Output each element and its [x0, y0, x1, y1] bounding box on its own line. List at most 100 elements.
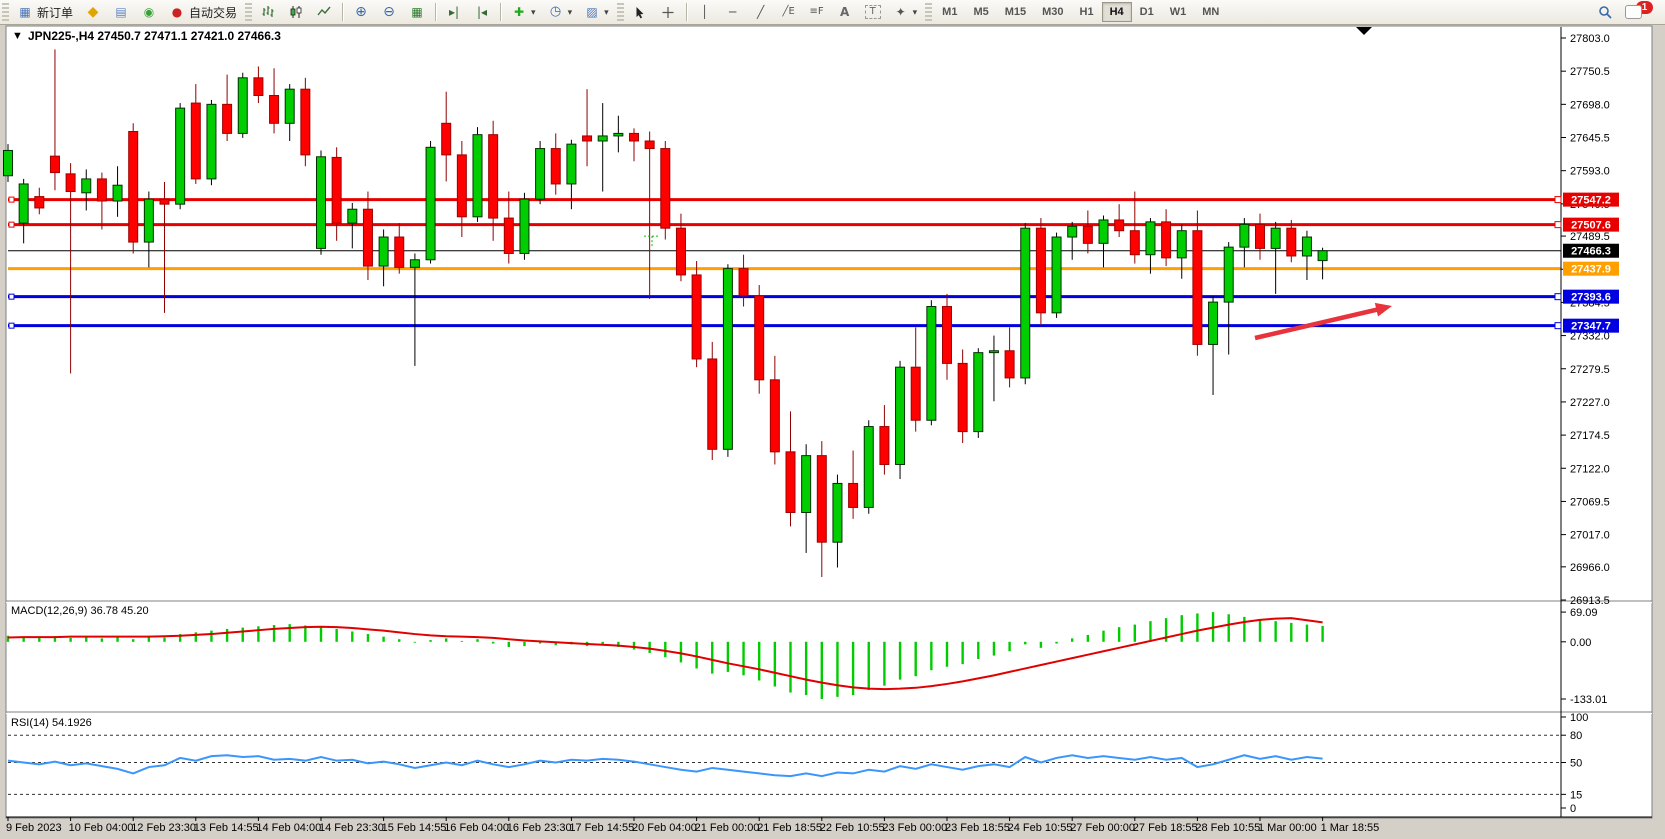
timeframe-tab-H4[interactable]: H4 — [1101, 2, 1132, 22]
macd-axis-label: 69.09 — [1570, 607, 1598, 619]
price-tag-handle[interactable] — [1554, 196, 1562, 204]
auto-scroll-button[interactable]: ▸| — [440, 1, 468, 23]
candle-body — [973, 352, 984, 433]
rsi-axis-label: 100 — [1570, 712, 1588, 724]
notifications-button[interactable]: 1 — [1619, 0, 1659, 22]
timeframe-tab-M5[interactable]: M5 — [973, 6, 989, 18]
time-axis-label: 21 Feb 18:55 — [757, 822, 822, 834]
price-axis-tick-label: 27279.5 — [1570, 364, 1610, 376]
time-axis-label: 1 Mar 00:00 — [1258, 822, 1317, 834]
timeframe-tab-H1[interactable]: H1 — [1079, 6, 1094, 18]
text-label-button[interactable]: T — [859, 2, 887, 22]
candle-body — [816, 455, 827, 543]
crosshair-button[interactable] — [654, 3, 682, 22]
tile-windows-button[interactable]: ▦ — [403, 1, 431, 23]
indicators-button[interactable]: ✚ ▾ — [505, 1, 542, 23]
timeframe-tab-W1[interactable]: W1 — [1169, 6, 1187, 18]
cursor-icon — [636, 6, 644, 18]
price-axis-tick-label: 27174.5 — [1570, 430, 1610, 442]
hline-handle[interactable] — [8, 196, 15, 203]
market-watch-button[interactable]: ▤ — [107, 1, 135, 23]
chart-shift-marker-icon[interactable] — [1356, 27, 1372, 35]
auto-trading-button[interactable]: ● 自动交易 — [163, 1, 243, 24]
zoom-in-icon: ⊕ — [355, 4, 367, 20]
line-chart-button[interactable] — [310, 2, 338, 22]
timeframe-tab-M15[interactable]: M15 — [1004, 6, 1027, 18]
time-axis-label: 28 Feb 10:55 — [1195, 822, 1260, 834]
new-order-button[interactable]: ▦ 新订单 — [11, 1, 79, 24]
price-axis-tick-label: 27750.5 — [1570, 66, 1610, 78]
timeframe-tab-D1[interactable]: D1 — [1139, 6, 1154, 18]
toolbar-grip[interactable] — [2, 3, 9, 21]
candle-body — [707, 358, 718, 450]
timeframe-tab-M1[interactable]: M1 — [942, 6, 958, 18]
arrow-annotation-head[interactable] — [1374, 302, 1392, 317]
channel-icon: ╱E — [782, 6, 795, 17]
bar-chart-button[interactable] — [254, 2, 282, 22]
candle-body — [942, 306, 952, 364]
candle-body — [300, 88, 311, 156]
candle-body — [1208, 301, 1219, 345]
periods-button[interactable]: ◷ ▾ — [542, 1, 579, 23]
macd-signal-line — [7, 617, 1323, 691]
price-tag-handle[interactable] — [1554, 322, 1562, 330]
chart-dropdown-icon[interactable]: ▼ — [12, 30, 23, 42]
time-axis-label: 15 Feb 14:55 — [382, 822, 447, 834]
candle-body — [1098, 219, 1109, 244]
cursor-button[interactable] — [626, 3, 654, 22]
chart-shift-button[interactable]: |◂ — [468, 1, 496, 23]
timeframe-tab-MN[interactable]: MN — [1202, 6, 1220, 18]
trendline-button[interactable]: ╱ — [747, 1, 775, 23]
timeframe-tab-M30[interactable]: M30 — [1042, 6, 1064, 18]
zoom-out-button[interactable]: ⊖ — [375, 1, 403, 23]
templates-button[interactable]: ▨ ▾ — [578, 1, 615, 23]
candle-body — [143, 198, 154, 243]
zoom-in-button[interactable]: ⊕ — [347, 1, 375, 23]
horizontal-line-icon: ─ — [729, 5, 737, 19]
text-button[interactable]: A — [831, 1, 859, 23]
text-icon: A — [839, 5, 850, 19]
chart-background — [5, 25, 1653, 819]
fibonacci-button[interactable]: ≡F — [803, 1, 831, 23]
price-tag-label: 27507.6 — [1571, 220, 1611, 232]
candle-body — [722, 268, 733, 450]
price-tag-handle[interactable] — [1554, 293, 1562, 301]
arrows-button[interactable]: ✦ ▾ — [887, 1, 924, 23]
toolbar-grip — [245, 3, 253, 21]
candle-body — [519, 198, 530, 254]
time-axis-label: 21 Feb 00:00 — [695, 822, 760, 834]
search-button[interactable] — [1591, 2, 1619, 22]
vertical-line-button[interactable]: │ — [691, 1, 719, 23]
price-tag-label: 27347.7 — [1571, 321, 1611, 333]
candle-body — [96, 178, 107, 202]
price-tag-handle[interactable] — [1554, 221, 1562, 229]
channel-button[interactable]: ╱E — [775, 1, 803, 23]
candle-body — [1129, 230, 1140, 256]
candle-body — [488, 134, 499, 219]
trendline-icon: ╱ — [757, 5, 765, 19]
hline-handle[interactable] — [8, 221, 15, 228]
macd-axis-label: 0.00 — [1570, 637, 1591, 649]
hline-handle[interactable] — [8, 293, 15, 300]
charts-button[interactable]: ◆ — [79, 1, 107, 23]
navigator-button[interactable]: ◉ — [135, 1, 163, 23]
candle-body — [988, 350, 999, 354]
dropdown-caret-icon: ▾ — [912, 6, 918, 17]
candle-body — [895, 366, 906, 465]
horizontal-line-button[interactable]: ─ — [719, 1, 747, 23]
candle-body — [441, 122, 452, 156]
price-tag-label: 27437.9 — [1571, 264, 1611, 276]
hline-handle[interactable] — [8, 322, 15, 329]
time-axis-label: 23 Feb 18:55 — [945, 822, 1010, 834]
candlestick-button[interactable] — [282, 2, 310, 22]
candle-body — [378, 236, 389, 267]
arrow-annotation[interactable] — [1254, 305, 1385, 341]
search-icon — [1599, 6, 1612, 19]
rsi-label: RSI(14) 54.1926 — [11, 717, 92, 729]
time-axis-label: 14 Feb 04:00 — [256, 822, 321, 834]
rsi-axis-label: 50 — [1570, 758, 1582, 770]
price-tag-label: 27547.2 — [1571, 195, 1611, 207]
shapes-icon: ✦ — [895, 5, 906, 19]
candle-body — [112, 184, 123, 202]
candle-body — [3, 149, 13, 177]
